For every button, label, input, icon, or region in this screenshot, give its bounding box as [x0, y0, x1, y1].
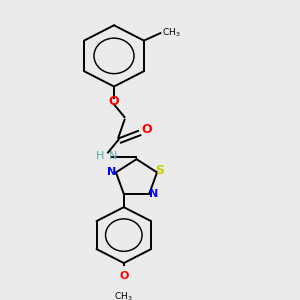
Text: CH$_3$: CH$_3$: [162, 26, 181, 39]
Text: N: N: [149, 189, 159, 199]
Text: O: O: [109, 95, 119, 108]
Text: CH$_3$: CH$_3$: [115, 291, 133, 300]
Text: S: S: [155, 164, 164, 177]
Text: O: O: [119, 271, 128, 281]
Text: N: N: [109, 151, 117, 161]
Text: H: H: [96, 151, 104, 161]
Text: N: N: [106, 167, 116, 177]
Text: O: O: [142, 123, 152, 136]
